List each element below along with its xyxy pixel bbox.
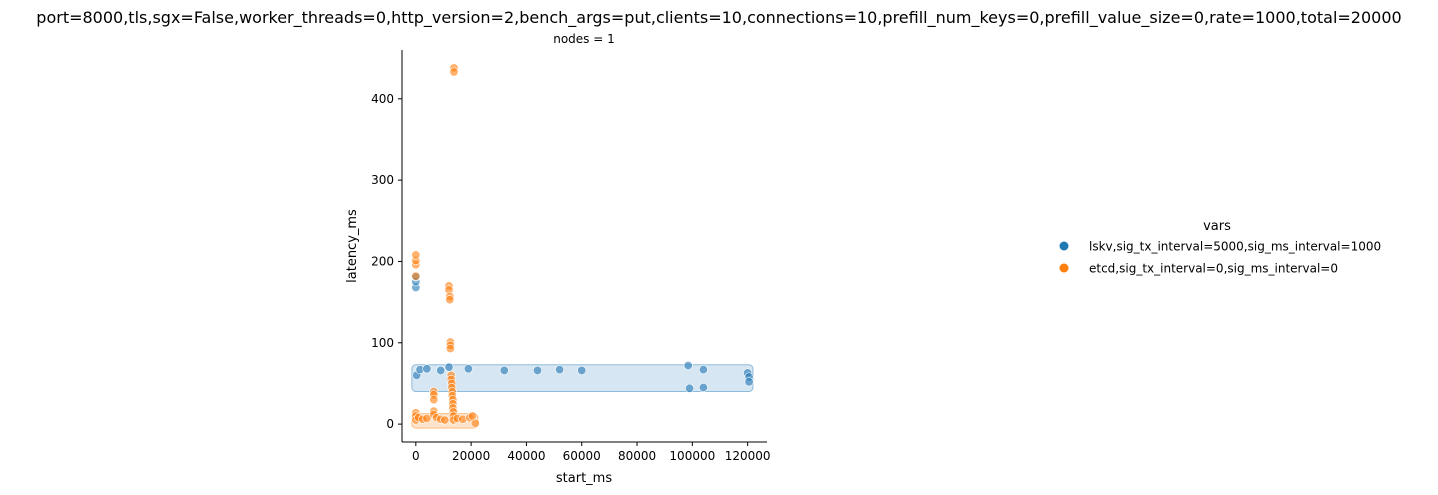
legend: vars lskv,sig_tx_interval=5000,sig_ms_in… <box>1059 219 1381 276</box>
data-point <box>411 271 421 281</box>
data-point <box>532 365 542 375</box>
data-point <box>463 364 473 374</box>
facet-title: nodes = 1 <box>553 32 615 46</box>
legend-marker-1 <box>1059 263 1069 273</box>
data-point <box>499 365 509 375</box>
axes <box>401 50 767 443</box>
data-point <box>698 383 708 393</box>
data-point <box>685 383 695 393</box>
legend-title: vars <box>1203 219 1231 234</box>
legend-label-0: lskv,sig_tx_interval=5000,sig_ms_interva… <box>1089 240 1381 254</box>
data-point <box>744 377 754 387</box>
data-point <box>436 365 446 375</box>
legend-marker-0 <box>1059 241 1069 251</box>
x-tick-label: 100000 <box>669 449 715 463</box>
data-point <box>445 295 455 305</box>
y-ticks: 0 100 200 300 400 <box>371 92 402 431</box>
x-tick-label: 60000 <box>563 449 601 463</box>
data-point <box>470 418 480 428</box>
x-tick-label: 0 <box>412 449 420 463</box>
data-point <box>422 364 432 374</box>
x-tick-label: 80000 <box>618 449 656 463</box>
y-tick-label: 400 <box>371 92 394 106</box>
x-tick-label: 40000 <box>507 449 545 463</box>
x-axis-label: start_ms <box>556 471 612 486</box>
y-axis-label: latency_ms <box>345 209 360 283</box>
x-tick-label: 120000 <box>725 449 771 463</box>
data-point <box>440 415 450 425</box>
data-point <box>444 362 454 372</box>
data-point <box>429 395 439 405</box>
y-tick-label: 100 <box>371 336 394 350</box>
data-point <box>422 413 432 423</box>
y-tick-label: 300 <box>371 173 394 187</box>
legend-label-1: etcd,sig_tx_interval=0,sig_ms_interval=0 <box>1089 262 1338 276</box>
y-tick-label: 0 <box>386 417 394 431</box>
data-point <box>555 365 565 375</box>
data-point <box>445 343 455 353</box>
data-point <box>577 365 587 375</box>
data-point <box>449 67 459 77</box>
data-point <box>698 365 708 375</box>
y-tick-label: 200 <box>371 254 394 268</box>
data-point <box>411 250 421 260</box>
data-points <box>411 63 754 428</box>
x-ticks: 0 20000 40000 60000 80000 100000 120000 <box>412 442 771 463</box>
x-tick-label: 20000 <box>452 449 490 463</box>
chart-title: port=8000,tls,sgx=False,worker_threads=0… <box>36 8 1401 28</box>
data-point <box>683 361 693 371</box>
